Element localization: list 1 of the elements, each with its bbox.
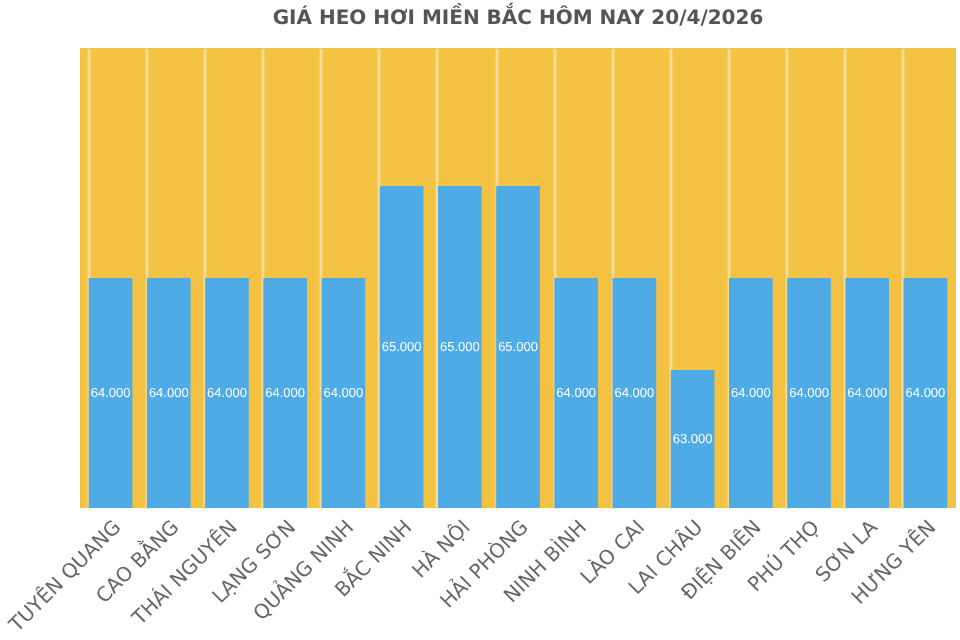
chart-title: GIÁ HEO HƠI MIỀN BẮC HÔM NAY 20/4/2026 (272, 2, 764, 30)
